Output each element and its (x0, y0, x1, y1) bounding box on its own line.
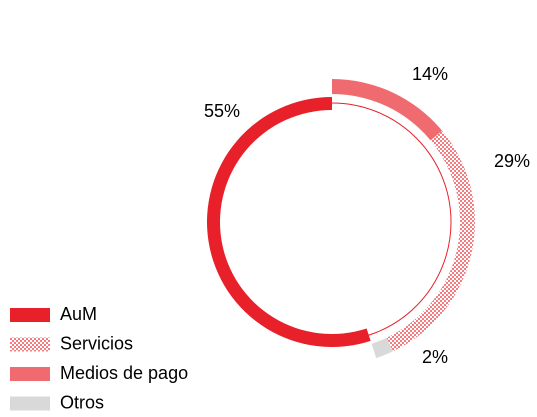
data-label: 29% (494, 151, 530, 171)
slice (207, 97, 371, 347)
data-label: 14% (412, 64, 448, 84)
legend-label: Medios de pago (60, 363, 188, 383)
legend-label: Otros (60, 392, 104, 412)
legend-swatch (10, 308, 50, 322)
slice (386, 130, 475, 352)
data-label: 2% (422, 347, 448, 367)
data-label: 55% (204, 101, 240, 121)
legend-swatch (10, 396, 50, 411)
legend-label: AuM (60, 304, 97, 324)
legend-label: Servicios (60, 333, 133, 353)
legend-swatch (10, 337, 50, 352)
slice (371, 337, 393, 359)
legend-swatch (10, 367, 50, 381)
slice (332, 79, 443, 141)
